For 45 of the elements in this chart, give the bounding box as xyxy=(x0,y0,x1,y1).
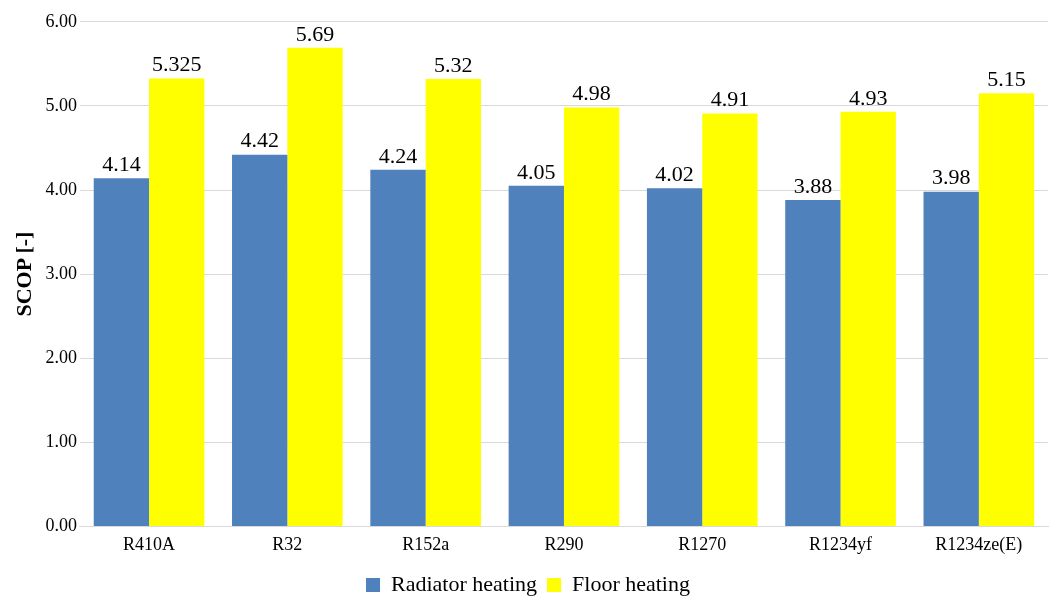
data-label: 4.42 xyxy=(240,127,279,153)
bar xyxy=(425,78,481,526)
y-tick-label: 3.00 xyxy=(45,262,77,283)
bar xyxy=(923,191,979,526)
data-label: 4.02 xyxy=(655,161,694,187)
y-tick-label: 2.00 xyxy=(45,346,77,367)
data-label: 5.32 xyxy=(434,51,473,77)
x-tick-label: R290 xyxy=(544,533,584,554)
legend-label: Floor heating xyxy=(572,570,690,596)
bar xyxy=(840,111,896,526)
bar xyxy=(232,154,288,526)
data-label: 5.69 xyxy=(295,20,335,46)
x-tick-label: R32 xyxy=(272,533,303,554)
bar xyxy=(287,47,343,526)
bar xyxy=(370,169,426,526)
bar xyxy=(702,113,758,526)
data-label: 4.14 xyxy=(102,151,141,177)
y-tick-label: 6.00 xyxy=(45,10,77,31)
bar xyxy=(563,107,620,526)
x-tick-label: R152a xyxy=(402,533,450,554)
y-tick-label: 5.00 xyxy=(45,94,77,115)
data-label: 3.88 xyxy=(793,172,833,198)
data-label: 4.05 xyxy=(517,158,556,184)
y-tick-label: 1.00 xyxy=(45,431,77,452)
y-tick-label: 0.00 xyxy=(45,515,77,536)
data-label: 5.15 xyxy=(987,66,1026,92)
data-label: 4.91 xyxy=(710,86,750,112)
bar xyxy=(93,178,150,526)
data-label: 3.98 xyxy=(931,164,971,190)
x-tick-label: R1270 xyxy=(678,533,727,554)
bar xyxy=(785,200,841,526)
y-tick-label: 4.00 xyxy=(45,178,77,199)
y-axis-title: SCOP [-] xyxy=(10,231,36,317)
data-label: 5.325 xyxy=(151,51,202,77)
bar xyxy=(978,93,1035,526)
bar xyxy=(508,185,564,526)
x-tick-label: R1234ze(E) xyxy=(935,533,1023,555)
data-label: 4.24 xyxy=(378,142,418,168)
x-tick-label: R1234yf xyxy=(809,533,873,554)
data-label: 4.98 xyxy=(572,80,611,106)
legend-label: Radiator heating xyxy=(391,570,538,596)
bar xyxy=(646,188,703,526)
x-tick-label: R410A xyxy=(123,533,176,554)
bar xyxy=(149,78,205,526)
data-label: 4.93 xyxy=(848,84,888,110)
